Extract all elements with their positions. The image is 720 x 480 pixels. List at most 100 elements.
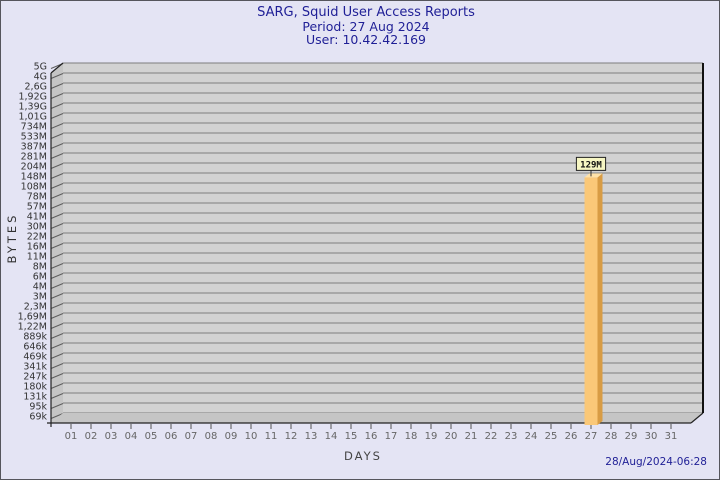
y-tick-mark xyxy=(50,193,64,199)
x-tick-label: 19 xyxy=(425,431,438,442)
y-tick-label: 148M xyxy=(21,172,47,183)
y-tick-mark xyxy=(50,113,64,119)
y-tick-mark xyxy=(50,373,64,379)
y-tick-label: 2,6G xyxy=(25,82,47,93)
x-tick-label: 28 xyxy=(605,431,618,442)
plot-area xyxy=(63,63,703,413)
y-tick-mark xyxy=(50,163,64,169)
x-tick-label: 02 xyxy=(85,431,98,442)
report-period: Period: 27 Aug 2024 xyxy=(302,18,430,34)
y-tick-mark xyxy=(50,103,64,109)
y-tick-label: 57M xyxy=(27,202,47,213)
y-tick-mark xyxy=(50,203,64,209)
y-tick-mark xyxy=(50,263,64,269)
y-tick-mark xyxy=(50,223,64,229)
bar-top-face xyxy=(584,173,603,178)
y-tick-label: 4G xyxy=(34,72,47,83)
y-tick-label: 4M xyxy=(33,282,47,293)
y-tick-label: 78M xyxy=(27,192,47,203)
x-tick-label: 18 xyxy=(405,431,418,442)
y-tick-label: 1,01G xyxy=(18,112,47,123)
y-tick-label: 108M xyxy=(21,182,47,193)
y-tick-label: 3M xyxy=(33,292,47,303)
top-left-edge xyxy=(50,62,64,74)
y-tick-mark xyxy=(50,413,64,419)
y-tick-mark xyxy=(50,393,64,399)
bar-value-label: 129M xyxy=(580,160,602,170)
x-tick-label: 07 xyxy=(185,431,198,442)
y-tick-label: 387M xyxy=(21,142,47,153)
x-tick-label: 03 xyxy=(105,431,118,442)
x-axis-title: DAYS xyxy=(344,449,382,463)
y-tick-mark xyxy=(50,383,64,389)
y-tick-mark xyxy=(50,243,64,249)
y-tick-label: 204M xyxy=(21,162,47,173)
x-tick-label: 11 xyxy=(265,431,278,442)
y-tick-mark xyxy=(50,133,64,139)
y-tick-mark xyxy=(50,153,64,159)
x-tick-label: 23 xyxy=(505,431,518,442)
y-tick-label: 734M xyxy=(21,122,47,133)
y-tick-mark xyxy=(50,253,64,259)
x-tick-label: 17 xyxy=(385,431,398,442)
x-tick-label: 20 xyxy=(445,431,458,442)
x-tick-label: 16 xyxy=(365,431,378,442)
x-tick-label: 29 xyxy=(625,431,638,442)
x-tick-label: 31 xyxy=(665,431,678,442)
x-tick-label: 08 xyxy=(205,431,218,442)
y-tick-label: 5G xyxy=(34,62,47,73)
y-tick-mark xyxy=(50,313,64,319)
y-tick-label: 1,92G xyxy=(18,92,47,103)
y-tick-label: 11M xyxy=(27,252,47,263)
y-tick-mark xyxy=(50,283,64,289)
report-title: SARG, Squid User Access Reports xyxy=(257,5,475,20)
x-tick-label: 26 xyxy=(565,431,578,442)
x-tick-label: 24 xyxy=(525,431,538,442)
y-tick-label: 22M xyxy=(27,232,47,243)
y-tick-label: 30M xyxy=(27,222,47,233)
x-tick-label: 01 xyxy=(65,431,78,442)
y-tick-mark xyxy=(50,183,64,189)
y-tick-label: 1,39G xyxy=(18,102,47,113)
bottom-right-edge xyxy=(690,412,704,424)
y-tick-mark xyxy=(50,363,64,369)
y-tick-label: 469k xyxy=(23,352,47,363)
y-tick-mark xyxy=(50,143,64,149)
y-tick-label: 646k xyxy=(23,342,47,353)
report-header: SARG, Squid User Access Reports Period: … xyxy=(257,6,475,47)
left-wall xyxy=(51,63,63,423)
y-tick-mark xyxy=(50,173,64,179)
y-tick-mark xyxy=(50,403,64,409)
y-tick-mark xyxy=(50,333,64,339)
x-tick-label: 30 xyxy=(645,431,658,442)
x-tick-label: 06 xyxy=(165,431,178,442)
report-user: User: 10.42.42.169 xyxy=(306,32,426,47)
y-tick-label: 180k xyxy=(23,382,47,393)
x-tick-label: 09 xyxy=(225,431,238,442)
y-tick-mark xyxy=(50,303,64,309)
y-tick-label: 16M xyxy=(27,242,47,253)
y-tick-mark xyxy=(50,343,64,349)
y-tick-mark xyxy=(50,123,64,129)
y-tick-mark xyxy=(50,83,64,89)
y-tick-mark xyxy=(50,353,64,359)
y-tick-mark xyxy=(50,273,64,279)
y-tick-label: 1,69M xyxy=(18,312,47,323)
y-tick-label: 41M xyxy=(27,212,47,223)
x-tick-label: 13 xyxy=(305,431,318,442)
y-axis-title: BYTES xyxy=(5,212,19,264)
bar-value-label-box xyxy=(575,156,607,171)
y-tick-mark xyxy=(50,93,64,99)
y-tick-label: 131k xyxy=(23,392,47,403)
y-tick-label: 2,3M xyxy=(24,302,47,313)
y-tick-mark xyxy=(50,213,64,219)
y-tick-label: 95k xyxy=(29,402,47,413)
x-tick-label: 22 xyxy=(485,431,498,442)
x-tick-label: 04 xyxy=(125,431,138,442)
y-tick-label: 8M xyxy=(33,262,47,273)
x-tick-label: 12 xyxy=(285,431,298,442)
y-tick-label: 6M xyxy=(33,272,47,283)
y-tick-label: 281M xyxy=(21,152,47,163)
bar-day-27 xyxy=(584,177,598,425)
